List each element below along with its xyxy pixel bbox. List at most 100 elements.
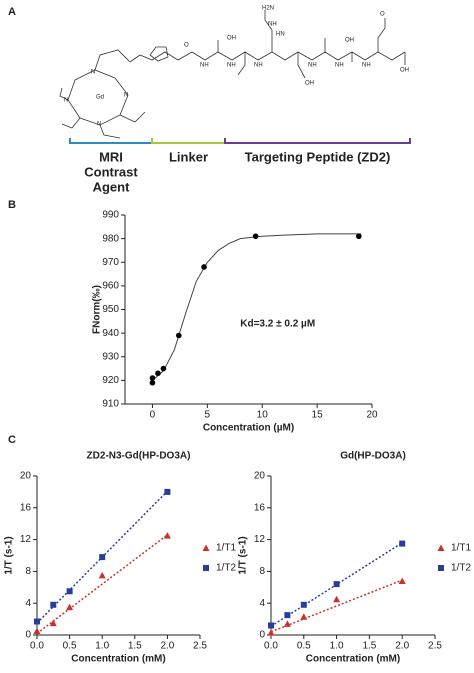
y-tick-label: 930 — [102, 351, 119, 362]
x-axis-label: Concentration (mM) — [306, 654, 400, 665]
x-tick-label: 5 — [205, 410, 211, 421]
marker — [160, 365, 167, 372]
atom-label: O — [184, 43, 189, 49]
y-tick-label: 910 — [102, 399, 119, 410]
marker — [300, 601, 307, 608]
segment-label: Linker — [169, 149, 208, 164]
y-tick-label: 4 — [25, 598, 31, 609]
x-tick-label: 0.5 — [63, 641, 77, 652]
marker — [175, 332, 182, 339]
marker — [98, 571, 106, 579]
y-axis-label: 1/T (s-1) — [4, 536, 15, 574]
legend-marker — [203, 565, 209, 571]
x-tick-label: 2.5 — [428, 641, 442, 652]
atom-label: N — [64, 98, 68, 104]
y-axis-label: 1/T (s-1) — [238, 536, 249, 574]
marker — [398, 577, 406, 584]
marker — [300, 613, 308, 620]
y-tick-label: 16 — [254, 502, 266, 513]
atom-label: H2N — [262, 6, 274, 12]
y-tick-label: 12 — [254, 534, 266, 545]
panel-label: B — [8, 199, 16, 211]
x-tick-label: 2.0 — [395, 641, 409, 652]
atom-label: OH — [305, 81, 314, 87]
atom-label: N — [91, 70, 95, 76]
marker — [66, 588, 73, 595]
legend-label: 1/T1 — [451, 543, 471, 554]
y-tick-label: 980 — [102, 233, 119, 244]
x-tick-label: 15 — [312, 410, 324, 421]
marker — [99, 554, 106, 561]
x-tick-label: 1.0 — [330, 641, 344, 652]
atom-label: OH — [345, 38, 354, 44]
fit-curve — [152, 233, 362, 381]
y-tick-label: 970 — [102, 257, 119, 268]
y-tick-label: 8 — [259, 566, 265, 577]
marker — [149, 375, 156, 381]
marker — [50, 601, 57, 608]
marker — [284, 612, 291, 619]
y-tick-label: 4 — [259, 598, 265, 609]
marker — [34, 618, 40, 625]
atom-label: NH — [308, 63, 317, 69]
chart-title: ZD2-N3-Gd(HP-DO3A) — [87, 451, 191, 462]
legend-label: 1/T2 — [451, 563, 471, 574]
atom-label: O — [380, 12, 385, 18]
marker — [66, 603, 74, 611]
marker — [267, 629, 275, 636]
atom-label: NH — [268, 22, 277, 28]
marker — [268, 622, 274, 629]
bracket — [151, 138, 226, 144]
legend-marker — [437, 544, 445, 551]
legend-marker — [438, 565, 444, 571]
marker — [399, 540, 406, 547]
y-axis-label: FNorm(‰) — [92, 285, 103, 334]
x-axis-label: Concentration (µM) — [203, 423, 294, 434]
x-tick-label: 0.0 — [30, 641, 44, 652]
annotation: Kd=3.2 ± 0.2 µM — [240, 318, 315, 329]
segment-label: Contrast — [84, 164, 138, 179]
x-tick-label: 1.5 — [362, 641, 376, 652]
fit-line — [36, 534, 168, 635]
atom-label: N — [124, 93, 128, 99]
y-tick-label: 16 — [20, 502, 32, 513]
marker — [201, 264, 207, 270]
x-tick-label: 10 — [257, 410, 269, 421]
marker — [283, 620, 291, 627]
x-tick-label: 1.5 — [128, 641, 142, 652]
atom-label: OH — [400, 68, 409, 74]
x-tick-label: 2.5 — [193, 641, 207, 652]
bracket — [224, 138, 411, 144]
marker — [356, 233, 362, 240]
marker — [333, 581, 340, 588]
y-tick-label: 12 — [20, 534, 32, 545]
y-tick-label: 20 — [254, 471, 266, 482]
atom-label: Gd — [96, 95, 104, 101]
marker — [33, 627, 41, 635]
marker — [149, 379, 156, 386]
marker — [163, 532, 171, 539]
y-tick-label: 8 — [25, 566, 31, 577]
atom-label: NH — [254, 63, 263, 69]
legend-marker — [202, 544, 210, 551]
legend-label: 1/T1 — [216, 543, 236, 554]
atom-label: OH — [227, 36, 236, 42]
atom-label: NH — [227, 63, 236, 69]
atom-label: NH — [362, 63, 371, 69]
x-tick-label: 20 — [366, 410, 378, 421]
segment-label: Agent — [93, 179, 131, 194]
bracket — [69, 138, 153, 144]
x-axis-label: Concentration (mM) — [71, 654, 165, 665]
panel-label: C — [8, 434, 16, 446]
y-tick-label: 20 — [20, 471, 32, 482]
atom-label: HN — [276, 32, 285, 38]
atom-label: NH — [200, 63, 209, 69]
legend-label: 1/T2 — [216, 563, 236, 574]
marker — [164, 488, 171, 495]
y-tick-label: 0 — [259, 630, 265, 641]
marker — [252, 233, 259, 240]
y-tick-label: 920 — [102, 375, 119, 386]
fit-line — [270, 579, 403, 633]
y-tick-label: 960 — [102, 281, 119, 292]
